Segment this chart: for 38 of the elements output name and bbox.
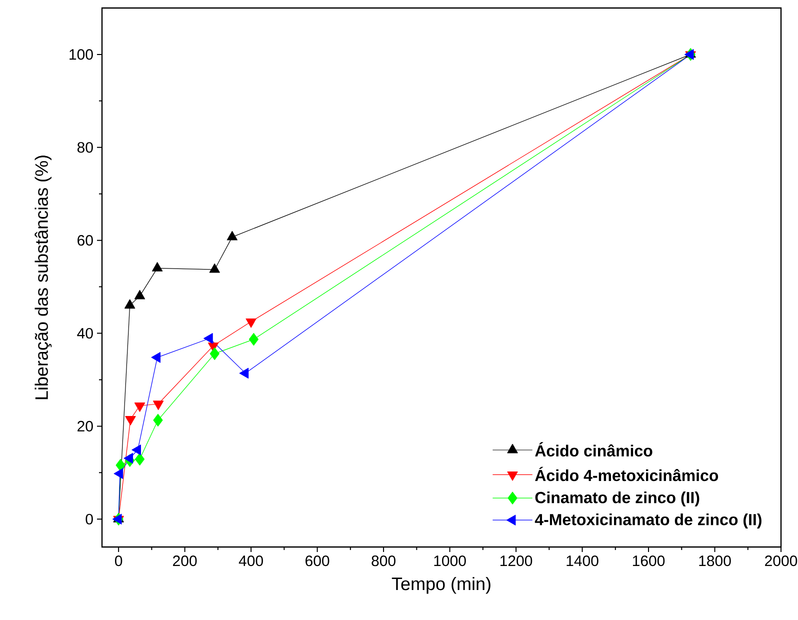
point xyxy=(134,452,145,466)
point xyxy=(125,416,136,426)
y-tick-label: 80 xyxy=(77,142,93,153)
x-axis-title: Tempo (min) xyxy=(392,576,490,594)
y-tick-label: 20 xyxy=(78,420,93,432)
y-axis-title: Liberação das substâncias (%) xyxy=(34,156,52,400)
x-tick-label: 400 xyxy=(238,556,263,566)
x-tick-label: 1000 xyxy=(434,556,466,566)
point xyxy=(204,333,213,344)
x-tick-label: 0 xyxy=(114,556,122,566)
x-tick-label: 600 xyxy=(306,556,330,566)
x-tick-label: 1400 xyxy=(566,556,598,566)
point xyxy=(210,347,220,360)
point xyxy=(116,458,126,472)
point xyxy=(246,318,256,328)
y-tick-label: 0 xyxy=(86,514,93,524)
point xyxy=(239,368,249,379)
point xyxy=(151,352,161,363)
legend-label: Cinamato de zinco (II) xyxy=(535,491,700,506)
x-tick-label: 2000 xyxy=(765,556,798,566)
point xyxy=(132,444,141,456)
point xyxy=(114,468,124,479)
legend-label: Ácido cinâmico xyxy=(535,442,652,457)
legend-label: 4-Metoxicinamato de zinco (II) xyxy=(534,514,762,528)
y-tick-label: 40 xyxy=(77,328,93,339)
x-tick-label: 1200 xyxy=(500,556,532,566)
point xyxy=(134,402,146,412)
point xyxy=(124,452,134,464)
point xyxy=(152,400,164,410)
y-tick-label: 60 xyxy=(78,235,93,246)
x-tick-label: 800 xyxy=(372,556,396,566)
x-tick-label: 1600 xyxy=(632,556,665,566)
y-tick-label: 100 xyxy=(70,49,93,60)
x-tick-label: 200 xyxy=(173,556,197,566)
x-tick-label: 1800 xyxy=(699,556,731,566)
point xyxy=(153,414,163,426)
point xyxy=(248,332,258,346)
legend-label: Ácido 4-metoxicinâmico xyxy=(535,466,718,482)
